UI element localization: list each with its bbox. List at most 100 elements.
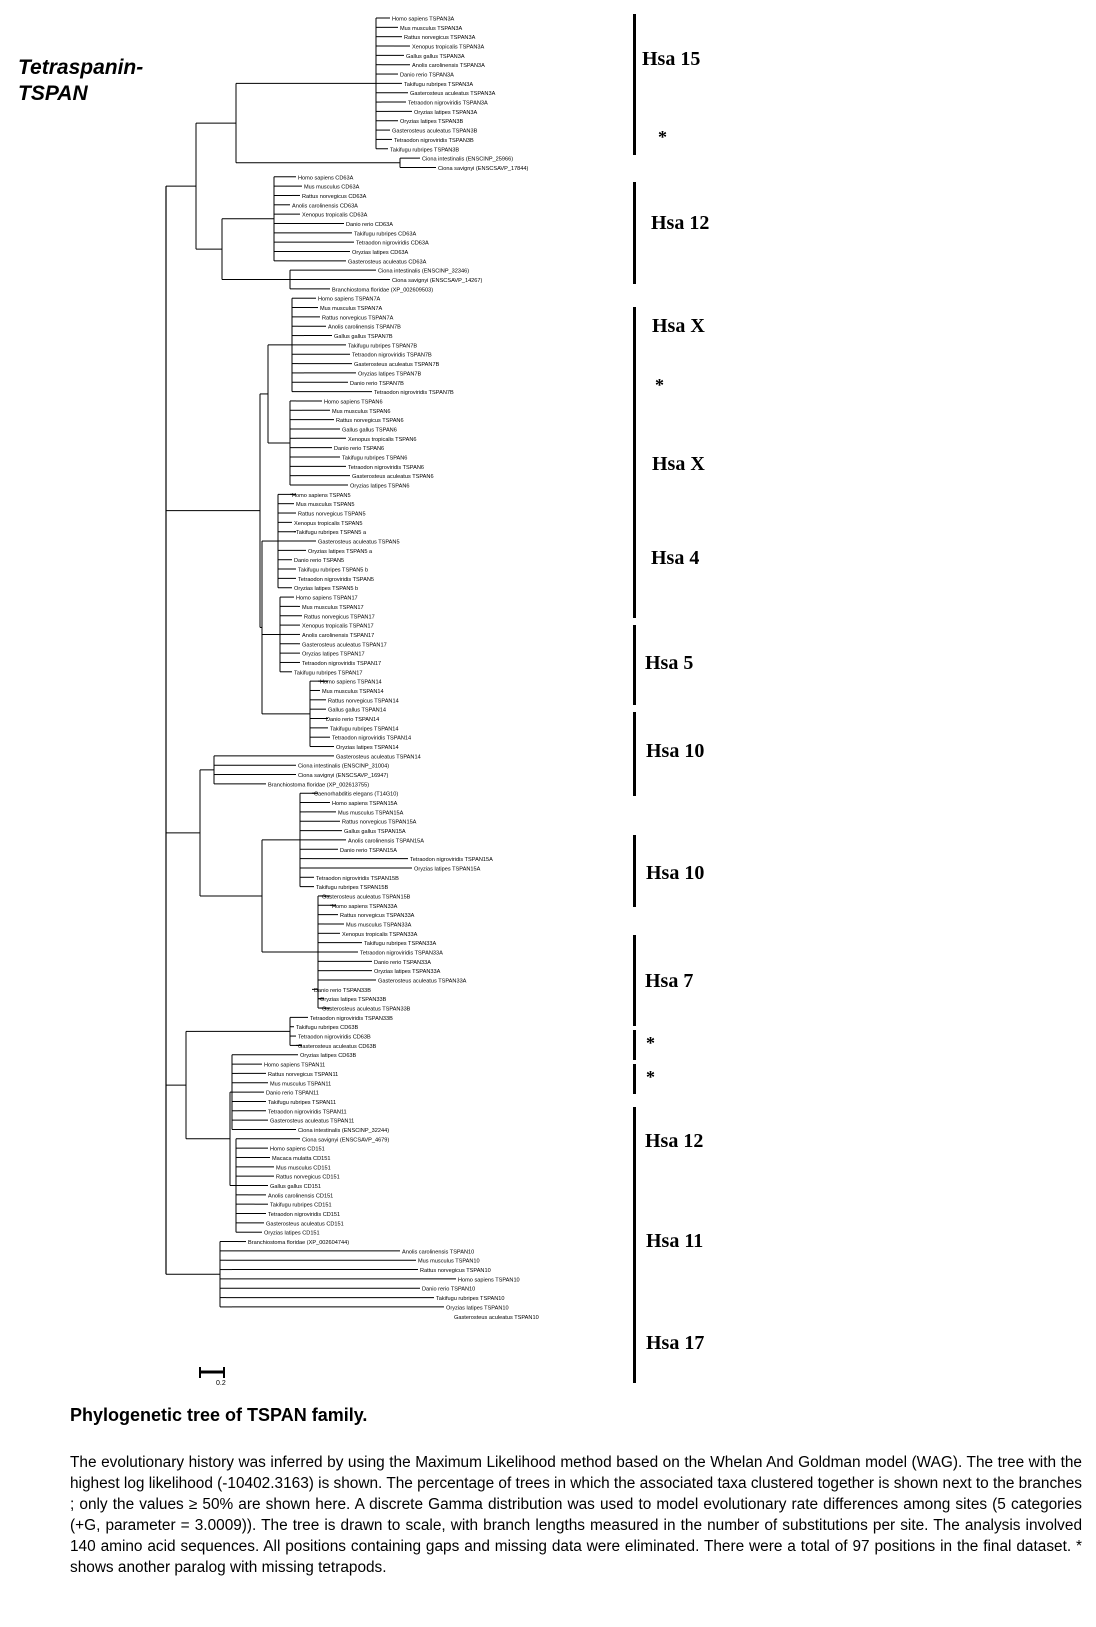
taxon-label: Tetraodon nigroviridis CD63B: [298, 1035, 371, 1041]
clade-bar: [633, 117, 636, 155]
clade-label: *: [646, 1033, 655, 1053]
scale-bar-label: 0.2: [216, 1380, 226, 1387]
taxon-label: Mus musculus TSPAN5: [296, 502, 355, 508]
taxon-label: Gasterosteus aculeatus CD151: [266, 1221, 344, 1227]
clade-bar: [633, 516, 636, 618]
taxon-label: Ciona intestinalis (ENSCINP_25966): [422, 157, 513, 163]
taxon-label: Macaca mulatta CD151: [272, 1156, 330, 1162]
clade-label: Hsa X: [652, 315, 705, 337]
taxon-label: Anolis carolinensis TSPAN3A: [412, 63, 485, 69]
taxon-label: Oryzias latipes TSPAN5 a: [308, 549, 373, 555]
taxon-label: Mus musculus TSPAN3A: [400, 26, 463, 32]
taxon-label: Anolis carolinensis TSPAN17: [302, 633, 374, 639]
clade-bar: [633, 625, 636, 705]
taxon-label: Homo sapiens TSPAN3A: [392, 17, 455, 23]
taxon-label: Tetraodon nigroviridis TSPAN33B: [310, 1016, 393, 1022]
taxon-label: Gasterosteus aculeatus TSPAN7B: [354, 362, 440, 368]
taxon-label: Tetraodon nigroviridis TSPAN3A: [408, 101, 488, 107]
taxon-label: Homo sapiens TSPAN15A: [332, 801, 398, 807]
taxon-label: Gasterosteus aculeatus TSPAN10: [454, 1315, 539, 1321]
taxon-label: Tetraodon nigroviridis TSPAN7B: [352, 353, 432, 359]
taxon-label: Danio rerio TSPAN5: [294, 558, 344, 564]
taxon-label: Oryzias latipes CD63B: [300, 1053, 357, 1059]
taxon-label: Ciona savignyi (ENSCSAVP_17844): [438, 166, 529, 172]
taxon-label: Mus musculus TSPAN11: [270, 1081, 331, 1087]
taxon-label: Takifugu rubripes TSPAN11: [268, 1100, 336, 1106]
taxon-label: Gallus gallus TSPAN6: [342, 427, 397, 433]
taxon-label: Gasterosteus aculeatus TSPAN5: [318, 540, 400, 546]
taxon-label: Oryzias latipes TSPAN6: [350, 484, 409, 490]
taxon-label: Oryzias latipes TSPAN7B: [358, 371, 421, 377]
clade-label: Hsa 5: [645, 652, 694, 674]
taxon-label: Gasterosteus aculeatus TSPAN15B: [322, 894, 411, 900]
clade-bar: [633, 835, 636, 907]
taxon-label: Takifugu rubripes TSPAN6: [342, 455, 407, 461]
taxon-label: Branchiostoma floridae (XP_002609503): [332, 287, 433, 293]
clade-bar: [633, 182, 636, 284]
clade-label: Hsa X: [652, 453, 705, 475]
taxon-label: Danio rerio TSPAN7B: [350, 381, 404, 387]
taxon-label: Mus musculus TSPAN33A: [346, 922, 412, 928]
taxon-label: Rattus norvegicus TSPAN5: [298, 512, 366, 518]
clade-label: Hsa 11: [646, 1230, 704, 1252]
taxon-label: Tetraodon nigroviridis TSPAN11: [268, 1109, 347, 1115]
taxon-label: Mus musculus TSPAN15A: [338, 810, 404, 816]
clade-label: Hsa 12: [645, 1130, 704, 1152]
taxon-label: Xenopus tropicalis TSPAN17: [302, 624, 374, 630]
taxon-label: Anolis carolinensis TSPAN15A: [348, 838, 424, 844]
taxon-label: Ciona intestinalis (ENSCINP_31004): [298, 764, 389, 770]
taxon-label: Oryzias latipes TSPAN33A: [374, 969, 441, 975]
taxon-label: Takifugu rubripes TSPAN15B: [316, 885, 389, 891]
taxon-label: Oryzias latipes TSPAN3A: [414, 110, 477, 116]
taxon-label: Tetraodon nigroviridis TSPAN15B: [316, 876, 399, 882]
taxon-label: Takifugu rubripes TSPAN14: [330, 726, 399, 732]
taxon-label: Gasterosteus aculeatus TSPAN3B: [392, 129, 478, 135]
clade-label: Hsa 10: [646, 862, 705, 884]
taxon-label: Oryzias latipes TSPAN14: [336, 745, 399, 751]
taxon-label: Takifugu rubripes TSPAN3A: [404, 82, 473, 88]
taxon-label: Danio rerio TSPAN3A: [400, 73, 454, 79]
taxon-label: Rattus norvegicus CD63A: [302, 194, 367, 200]
taxon-label: Tetraodon nigroviridis TSPAN7B: [374, 390, 454, 396]
taxon-label: Oryzias latipes TSPAN17: [302, 652, 365, 658]
taxon-label: Mus musculus TSPAN7A: [320, 306, 383, 312]
taxon-label: Danio rerio TSPAN10: [422, 1287, 475, 1293]
clade-label: Hsa 12: [651, 212, 710, 234]
clade-bar: [633, 424, 636, 525]
taxon-label: Homo sapiens TSPAN6: [324, 399, 383, 405]
taxon-label: Mus musculus TSPAN14: [322, 689, 384, 695]
taxon-label: Oryzias latipes TSPAN5 b: [294, 586, 358, 592]
clade-label: Hsa 4: [651, 547, 700, 569]
taxon-label: Takifugu rubripes TSPAN33A: [364, 941, 437, 947]
taxon-label: Rattus norvegicus TSPAN7A: [322, 315, 394, 321]
taxon-label: Homo sapiens TSPAN7A: [318, 297, 381, 303]
clade-bar: [633, 1187, 636, 1317]
clade-label: Hsa 10: [646, 740, 705, 762]
taxon-label: Takifugu rubripes TSPAN17: [294, 670, 363, 676]
taxon-label: Rattus norvegicus TSPAN15A: [342, 820, 417, 826]
taxon-label: Xenopus tropicalis TSPAN6: [348, 437, 417, 443]
taxon-label: Gasterosteus aculeatus TSPAN14: [336, 754, 421, 760]
taxon-label: Oryzias latipes CD63A: [352, 250, 409, 256]
taxon-label: Anolis carolinensis CD63A: [292, 203, 358, 209]
clade-label: Hsa 7: [645, 970, 694, 992]
taxon-label: Branchiostoma floridae (XP_002604744): [248, 1240, 349, 1246]
taxon-label: Homo sapiens CD63A: [298, 175, 354, 181]
clade-bar: [633, 712, 636, 796]
caption-title: Phylogenetic tree of TSPAN family.: [70, 1405, 368, 1425]
taxon-label: Gasterosteus aculeatus TSPAN11: [270, 1119, 354, 1125]
taxon-label: Gasterosteus aculeatus TSPAN3A: [410, 91, 496, 97]
taxon-label: Oryzias latipes CD151: [264, 1231, 320, 1237]
taxon-label: Tetraodon nigroviridis TSPAN3B: [394, 138, 474, 144]
clade-bar: [633, 1030, 636, 1060]
taxon-label: Tetraodon nigroviridis TSPAN14: [332, 736, 411, 742]
taxon-label: Takifugu rubripes CD151: [270, 1203, 332, 1209]
taxon-label: Gasterosteus aculeatus TSPAN6: [352, 474, 434, 480]
taxon-label: Ciona savignyi (ENSCSAVP_16947): [298, 773, 389, 779]
taxon-label: Gasterosteus aculeatus TSPAN33B: [322, 1007, 411, 1013]
taxon-label: Tetraodon nigroviridis TSPAN33A: [360, 951, 443, 957]
taxon-label: Rattus norvegicus TSPAN14: [328, 698, 399, 704]
taxon-label: Takifugu rubripes TSPAN10: [436, 1296, 505, 1302]
taxon-label: Mus musculus CD63A: [304, 185, 360, 191]
figure-title-line1: Tetraspanin-: [18, 56, 144, 79]
